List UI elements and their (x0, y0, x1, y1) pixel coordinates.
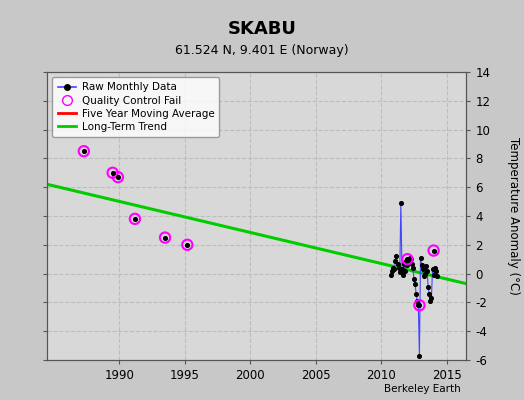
Point (422, 263, 430, 270)
Point (415, 302, 423, 308)
Point (410, 276, 418, 282)
Text: SKABU: SKABU (227, 20, 297, 38)
Point (418, 262, 426, 268)
Point (401, 268, 409, 274)
Point (80, 148, 88, 154)
Legend: Raw Monthly Data, Quality Control Fail, Five Year Moving Average, Long-Term Tren: Raw Monthly Data, Quality Control Fail, … (52, 77, 220, 137)
Point (388, 268, 396, 274)
Point (424, 283, 432, 290)
Point (183, 242, 191, 248)
Text: Berkeley Earth: Berkeley Earth (385, 384, 461, 394)
Point (407, 256, 415, 262)
Point (108, 170, 117, 176)
Point (427, 295, 435, 301)
Point (161, 234, 169, 241)
Point (423, 268, 431, 274)
Point (114, 174, 122, 180)
Point (429, 247, 438, 254)
Point (420, 273, 428, 280)
Point (114, 174, 122, 180)
Point (387, 272, 395, 278)
Point (392, 253, 401, 260)
Point (397, 200, 405, 206)
Point (399, 272, 407, 278)
Point (431, 265, 439, 271)
Point (429, 272, 438, 278)
Point (406, 254, 414, 261)
Point (183, 242, 191, 248)
Point (415, 352, 423, 359)
Point (421, 270, 429, 277)
Point (131, 216, 139, 222)
Point (108, 170, 117, 176)
Point (419, 266, 427, 272)
Point (395, 265, 403, 271)
Point (391, 258, 400, 264)
Point (389, 265, 397, 271)
Point (416, 254, 424, 261)
Point (398, 266, 406, 272)
Point (432, 268, 440, 274)
Point (411, 280, 419, 287)
Point (414, 302, 422, 308)
Point (412, 290, 420, 297)
Point (403, 256, 411, 262)
Point (403, 262, 411, 268)
Point (394, 260, 402, 267)
Point (409, 265, 417, 271)
Point (433, 273, 441, 280)
Point (80, 148, 88, 154)
Y-axis label: Temperature Anomaly (°C): Temperature Anomaly (°C) (507, 137, 520, 295)
Point (425, 290, 433, 297)
Point (426, 298, 434, 304)
Point (428, 266, 436, 272)
Text: 61.524 N, 9.401 E (Norway): 61.524 N, 9.401 E (Norway) (175, 44, 349, 57)
Point (400, 260, 408, 267)
Point (405, 259, 413, 265)
Point (403, 256, 411, 262)
Point (402, 258, 410, 264)
Point (429, 247, 438, 254)
Point (408, 260, 416, 267)
Point (413, 298, 421, 304)
Point (131, 216, 139, 222)
Point (415, 302, 423, 308)
Point (161, 234, 169, 241)
Point (396, 269, 404, 275)
Point (390, 266, 398, 272)
